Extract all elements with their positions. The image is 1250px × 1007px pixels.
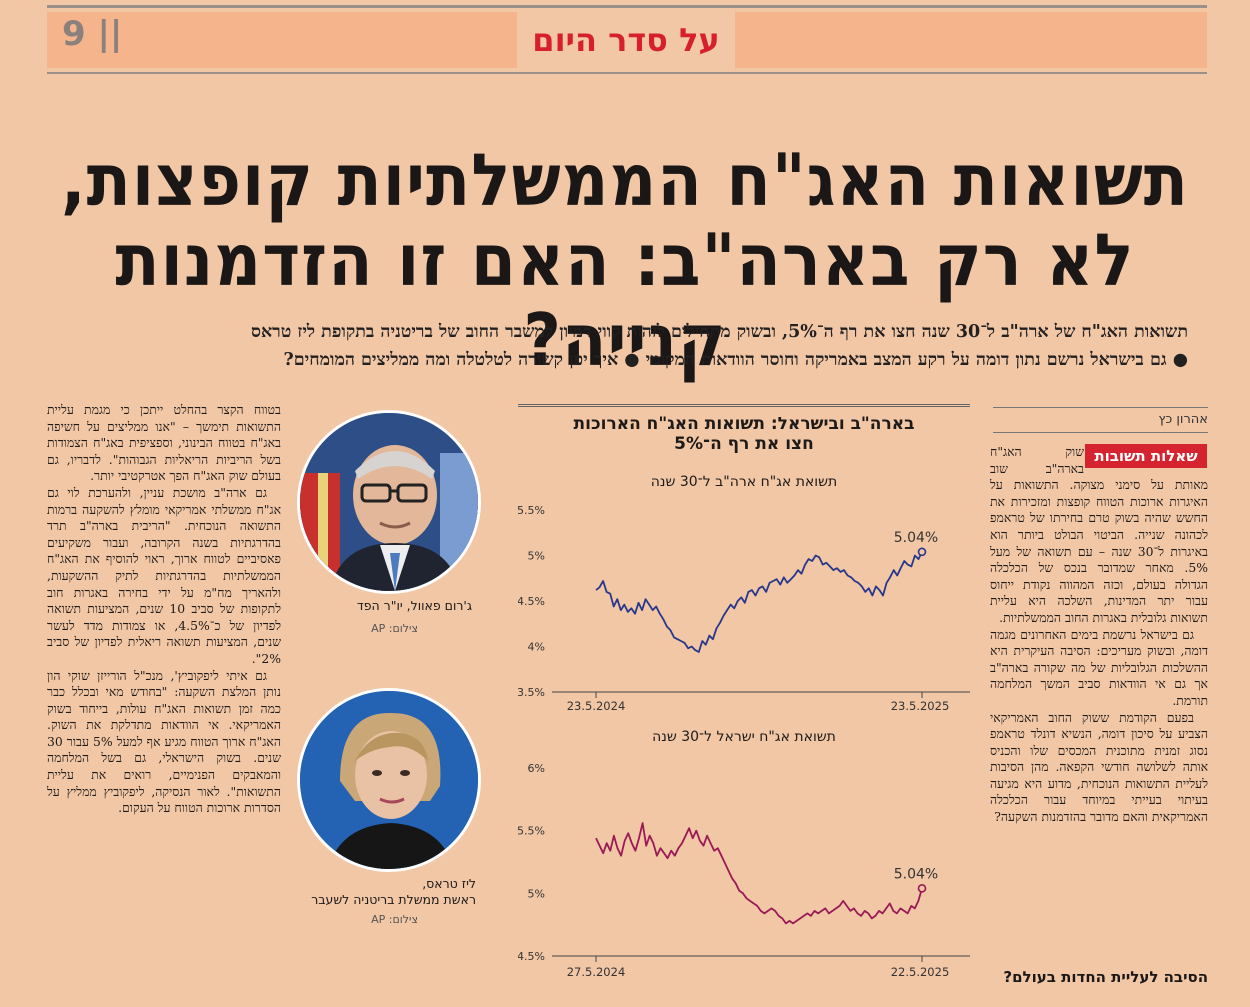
photo-caption-powell: ג'רום פאוול, יו"ר הפד	[356, 598, 472, 613]
x-tick-label: 27.5.2024	[567, 965, 626, 979]
subhead-line-1: תשואות האג"ח של ארה"ב ל־30 שנה חצו את רף…	[250, 322, 1188, 342]
y-tick-label: 4.5%	[518, 950, 545, 963]
caption-line: ליז טראס,	[422, 876, 476, 891]
y-tick-label: 4%	[528, 641, 545, 654]
chart-title-line-1: בארה"ב ובישראל: תשואות האג"ח הארוכות	[573, 414, 915, 434]
truss-photo	[297, 688, 481, 872]
caption-line: ראשת ממשלת בריטניה לשעבר	[311, 892, 476, 907]
headline: תשואות האג"ח הממשלתיות קופצות, לא רק באר…	[40, 140, 1210, 380]
end-value-label: 5.04%	[894, 530, 938, 546]
left-column: בטווח הקצר בהחלט ייתכן כי מגמת עליית התש…	[47, 402, 281, 817]
crosshead: הסיבה לעליית החדות בעולם?	[1003, 968, 1208, 986]
series-line	[595, 551, 923, 653]
series-line	[595, 822, 923, 925]
x-tick-label: 23.5.2025	[891, 699, 950, 713]
end-point-marker	[917, 547, 927, 557]
powell-photo	[297, 410, 481, 594]
end-point-marker	[917, 884, 927, 893]
byline: אהרון כץ	[1158, 412, 1208, 427]
subheadline: תשואות האג"ח של ארה"ב ל־30 שנה חצו את רף…	[60, 318, 1188, 374]
page-number: 9 ||	[62, 14, 123, 54]
paragraph: גם ארה"ב מושכת עניין, ולהערכת לוי גם אג"…	[47, 484, 281, 666]
paragraph: שוק האג"ח בארה"ב שוב מאותת על סימני מצוק…	[990, 444, 1208, 625]
photo-credit-truss: צילום: AP	[371, 913, 418, 926]
chart-title-line-2: חצו את רף ה־5%	[674, 434, 814, 454]
paragraph: גם בישראל נרשמת בימים האחרונים מגמה דומה…	[990, 626, 1208, 708]
qa-badge: שאלות תשובות	[1085, 444, 1207, 468]
subhead-line-2: ● גם בישראל נרשם נתון דומה על רקע המצב ב…	[283, 350, 1188, 370]
right-column: שוק האג"ח בארה"ב שוב מאותת על סימני מצוק…	[990, 444, 1208, 826]
byline-rule-top	[993, 407, 1208, 408]
headline-line-1: תשואות האג"ח הממשלתיות קופצות,	[61, 138, 1189, 222]
end-value-label: 5.04%	[894, 866, 938, 882]
panel-title: תשואת אג"ח ישראל ל־30 שנה	[652, 729, 836, 745]
paragraph: בפעם הקודמת ששוק החוב האמריקאי הצביע על …	[990, 709, 1208, 825]
paragraph: בטווח הקצר בהחלט ייתכן כי מגמת עליית התש…	[47, 402, 281, 484]
y-tick-label: 5%	[528, 887, 545, 900]
top-rule	[47, 5, 1207, 8]
y-tick-label: 4.5%	[518, 595, 545, 608]
x-tick-label: 23.5.2024	[567, 699, 626, 713]
headline-line-2: לא רק בארה"ב: האם זו הזדמנות קנייה?	[115, 218, 1135, 382]
y-tick-label: 5.5%	[518, 825, 545, 838]
y-tick-label: 3.5%	[518, 686, 545, 699]
photo-credit-powell: צילום: AP	[371, 622, 418, 635]
paragraph: גם איתי ליפקוביץ', מנכ"ל הורייזן שוקי הו…	[47, 667, 281, 816]
header-band-left	[47, 12, 517, 68]
photo-caption-truss: ליז טראס, ראשת ממשלת בריטניה לשעבר	[300, 876, 476, 908]
header-bottom-rule	[47, 72, 1207, 74]
header-band-right	[735, 12, 1207, 68]
panel-title: תשואת אג"ח ארה"ב ל־30 שנה	[651, 474, 837, 490]
y-tick-label: 5%	[528, 550, 545, 563]
byline-rule-bottom	[993, 432, 1208, 433]
chart-title: בארה"ב ובישראל: תשואות האג"ח הארוכות חצו…	[518, 414, 970, 454]
chart-svg: תשואת אג"ח ארה"ב ל־30 שנה 3.5% 4% 4.5% 5% 5.5…	[518, 474, 970, 979]
y-tick-label: 6%	[528, 762, 545, 775]
yields-chart: בארה"ב ובישראל: תשואות האג"ח הארוכות חצו…	[518, 404, 970, 1004]
section-title: על סדר היום	[532, 21, 720, 59]
y-tick-label: 5.5%	[518, 504, 545, 517]
chart-top-rule	[518, 404, 970, 407]
x-tick-label: 22.5.2025	[891, 965, 950, 979]
